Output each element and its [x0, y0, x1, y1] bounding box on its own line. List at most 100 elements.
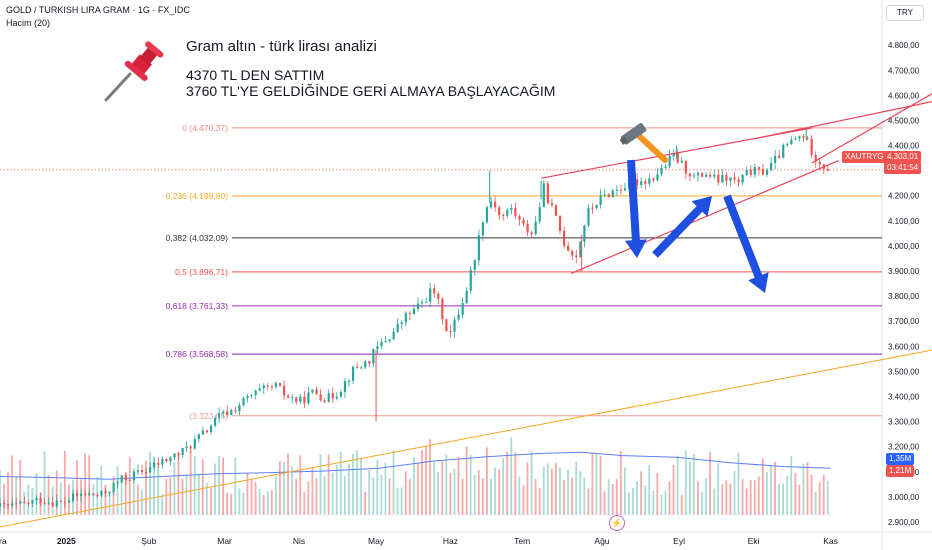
candle-body [774, 155, 777, 163]
candle-body [769, 162, 773, 171]
volume-bar [794, 472, 797, 515]
volume-bar [453, 468, 456, 515]
candle-body [713, 174, 716, 177]
volume-bar [725, 480, 728, 515]
volume-bar [120, 480, 123, 515]
y-tick-label: 3.500,00 [888, 367, 920, 376]
volume-bar [311, 467, 314, 515]
candle-body [246, 395, 249, 398]
candle-body [189, 446, 192, 449]
volume-bar [270, 490, 273, 515]
rising-trendline [0, 349, 932, 528]
volume-bar [587, 488, 590, 515]
candle-body [806, 137, 809, 139]
candle-body [108, 492, 111, 494]
volume-bar [7, 472, 9, 515]
volume-bar [372, 477, 375, 515]
candle-body [197, 434, 200, 440]
volume-bar [433, 462, 436, 515]
candle-body [445, 319, 448, 332]
candle-body [757, 167, 760, 170]
candle-body [749, 169, 752, 175]
volume-bar [737, 452, 740, 515]
candle-body [733, 177, 736, 180]
volume-bar [352, 453, 354, 515]
volume-bar [15, 476, 18, 515]
candle-body [709, 174, 712, 177]
x-tick-label: Kas [823, 536, 838, 546]
volume-bar [92, 484, 95, 515]
volume-bar [400, 487, 403, 515]
volume-bar [331, 472, 334, 515]
candle-body [725, 175, 728, 181]
candle-body [546, 183, 549, 204]
candle-body [575, 255, 578, 257]
candle-body [579, 241, 582, 257]
candle-body [262, 385, 265, 389]
volume-bar [623, 467, 626, 515]
candle-body [76, 493, 79, 496]
volume-bar [47, 475, 50, 515]
candle-body [35, 498, 38, 501]
volume-bar [697, 481, 699, 515]
volume-bar [506, 451, 509, 515]
bolt-icon[interactable]: ⚡ [609, 515, 625, 531]
candle-body [721, 175, 724, 183]
symbol-header[interactable]: GOLD / TURKISH LIRA GRAM · 1G · FX_IDC [6, 5, 190, 15]
volume-bar [542, 467, 545, 515]
currency-button[interactable]: TRY [886, 5, 924, 21]
volume-bar [510, 437, 513, 515]
candle-body [416, 303, 420, 309]
volume-bar [421, 450, 423, 515]
candle-body [80, 493, 83, 496]
candle-body [213, 417, 217, 426]
volume-bar [534, 479, 537, 515]
candle-body [307, 392, 310, 404]
candle-body [737, 179, 740, 183]
volume-bar [437, 471, 440, 515]
candle-body [802, 136, 805, 138]
candle-body [530, 232, 533, 235]
candle-body [84, 493, 87, 495]
candle-body [433, 288, 436, 294]
volume-bar [559, 467, 561, 515]
volume-bar [729, 483, 732, 515]
volume-indicator-label[interactable]: Hacim (20) [6, 18, 51, 28]
volume-bar [335, 464, 338, 515]
volume-bar [104, 484, 107, 515]
candle-body [652, 178, 655, 181]
candle-body [453, 319, 456, 332]
volume-bar [43, 451, 46, 515]
candle-body [705, 174, 708, 177]
volume-bar [546, 463, 549, 515]
volume-bar [757, 476, 760, 515]
candle-body [136, 470, 140, 472]
candle-body [43, 503, 46, 505]
candle-body [429, 288, 432, 302]
volume-bar [766, 471, 768, 515]
candle-body [761, 169, 765, 175]
candle-body [441, 298, 444, 320]
volume-bar [790, 456, 793, 515]
volume-bar [644, 485, 647, 515]
projection-arrow-up [652, 196, 712, 258]
candle-body [514, 207, 517, 217]
volume-bar [396, 488, 399, 515]
candle-body [636, 179, 639, 186]
volume-bar [611, 484, 614, 515]
candle-body [278, 383, 282, 386]
candle-body [368, 361, 371, 364]
candle-body [648, 178, 651, 184]
candle-body [425, 301, 428, 303]
candle-body [640, 181, 643, 186]
volume-bar [193, 455, 196, 515]
candle-body [672, 153, 675, 157]
volume-bar [660, 494, 663, 515]
volume-bar [591, 453, 594, 515]
x-tick-label: May [368, 536, 385, 546]
candle-body [311, 389, 314, 393]
volume-bar [554, 463, 557, 515]
volume-bar [571, 477, 574, 515]
candle-body [745, 169, 748, 175]
